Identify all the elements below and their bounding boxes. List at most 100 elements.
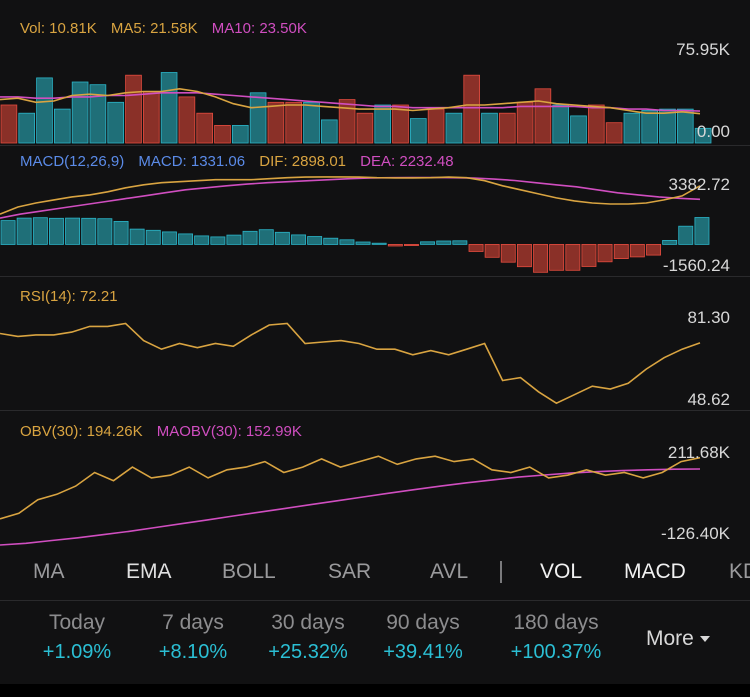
macd-histogram-bar (49, 217, 64, 245)
volume-bar (0, 104, 18, 144)
rsi-panel[interactable]: RSI(14): 72.21 81.30 48.62 (0, 277, 750, 410)
macd-dif-line (0, 176, 701, 215)
period-value: +8.10% (158, 641, 228, 663)
macd-histogram-bar (81, 217, 97, 245)
macd-histogram-bar (0, 220, 16, 245)
macd-axis-top: 3382.72 (668, 175, 730, 194)
macd-histogram-bar (629, 244, 645, 258)
volume-bar (125, 74, 142, 144)
obv-legend: OBV(30): 194.26K MAOBV(30): 152.99K (20, 423, 312, 440)
volume-panel[interactable]: Vol: 10.81K MA5: 21.58K MA10: 23.50K 75.… (0, 0, 750, 145)
obv-line (0, 455, 701, 520)
volume-bar (374, 104, 391, 144)
tab-boll[interactable]: BOLL (222, 560, 276, 583)
maobv-line (0, 468, 701, 546)
tab-sar[interactable]: SAR (328, 560, 372, 583)
volume-bar (516, 101, 534, 144)
tab-ma[interactable]: MA (33, 560, 65, 583)
macd-histogram-bar (129, 228, 145, 245)
period-value: +100.37% (510, 641, 602, 663)
volume-bar (445, 112, 463, 144)
tab-vol[interactable]: VOL (540, 560, 583, 583)
volume-legend: Vol: 10.81K MA5: 21.58K MA10: 23.50K (20, 20, 317, 37)
period-today[interactable]: Today +1.09% (17, 611, 137, 664)
divider (0, 276, 750, 277)
macd-histogram-bar (484, 244, 500, 258)
period-label: Today (48, 611, 106, 634)
vol-axis-top: 75.95K (676, 40, 730, 59)
period-30-days[interactable]: 30 days +25.32% (248, 611, 368, 664)
macd-legend-params: MACD(12,26,9) (20, 153, 125, 170)
macd-panel[interactable]: MACD(12,26,9) MACD: 1331.06 DIF: 2898.01… (0, 146, 750, 276)
macd-histogram-bar (161, 231, 177, 245)
macd-chart (0, 176, 710, 273)
obv-legend-maobv: MAOBV(30): 152.99K (156, 423, 302, 440)
volume-bar (338, 99, 356, 144)
tab-ema[interactable]: EMA (126, 560, 172, 583)
volume-bar (249, 92, 267, 144)
macd-histogram-bar (194, 235, 210, 245)
volume-bar (694, 127, 712, 144)
macd-histogram-bar (387, 244, 403, 247)
macd-histogram-bar (274, 231, 290, 245)
vol-ma10-line (0, 92, 701, 112)
volume-bar (392, 104, 409, 144)
volume-bar (588, 104, 605, 144)
rsi-line (0, 322, 701, 405)
volume-bar (320, 119, 338, 144)
more-button[interactable]: More (646, 627, 710, 651)
period-label: 7 days (162, 611, 224, 634)
volume-bar (534, 88, 552, 144)
period-value: +39.41% (383, 641, 463, 663)
obv-legend-value: OBV(30): 194.26K (20, 423, 143, 440)
period-180-days[interactable]: 180 days +100.37% (496, 611, 616, 664)
macd-histogram-bar (307, 236, 323, 245)
period-7-days[interactable]: 7 days +8.10% (133, 611, 253, 664)
volume-bar (231, 125, 249, 144)
volume-bar (196, 112, 214, 144)
macd-histogram-bar (533, 244, 549, 273)
macd-histogram-bar (323, 237, 339, 245)
macd-histogram-bar (420, 241, 436, 245)
obv-panel[interactable]: OBV(30): 194.26K MAOBV(30): 152.99K 211.… (0, 411, 750, 546)
volume-chart (0, 72, 712, 144)
tab-macd[interactable]: MACD (624, 560, 686, 583)
macd-legend-macd: MACD: 1331.06 (138, 153, 246, 170)
volume-bar (89, 84, 107, 144)
macd-histogram-bar (581, 244, 597, 267)
macd-histogram-bar (258, 229, 274, 245)
macd-histogram-bar (97, 218, 113, 245)
tabs-separator (500, 561, 502, 583)
volume-bar (285, 101, 302, 144)
volume-bar (623, 112, 641, 144)
volume-bar (160, 72, 178, 144)
macd-histogram-bar (355, 241, 371, 245)
macd-histogram-bar (16, 217, 32, 245)
macd-histogram-bar (565, 244, 581, 271)
volume-bar (481, 112, 498, 144)
volume-bar (178, 96, 196, 144)
volume-bar (214, 125, 231, 144)
macd-histogram-bar (226, 234, 242, 245)
volume-bar (605, 122, 623, 144)
volume-bar (427, 108, 445, 144)
tab-kd[interactable]: KD (729, 560, 750, 583)
macd-histogram-bar (694, 217, 710, 245)
vol-legend-value: Vol: 10.81K (20, 20, 97, 37)
home-indicator-bar (0, 684, 750, 697)
volume-bar (107, 101, 125, 144)
vol-legend-ma5: MA5: 21.58K (110, 20, 198, 37)
macd-axis-bottom: -1560.24 (662, 256, 730, 275)
volume-bar (18, 112, 35, 144)
macd-histogram-bar (291, 234, 307, 245)
period-90-days[interactable]: 90 days +39.41% (363, 611, 483, 664)
rsi-chart (0, 322, 701, 405)
tab-avl[interactable]: AVL (430, 560, 469, 583)
indicator-tabs: MA EMA BOLL SAR AVL VOL MACD KD (0, 546, 750, 600)
obv-axis-top: 211.68K (667, 443, 730, 462)
macd-histogram-bar (65, 217, 81, 245)
rsi-axis-top: 81.30 (687, 308, 730, 327)
period-value: +1.09% (42, 641, 112, 663)
volume-bar (71, 81, 89, 144)
volume-bar (570, 115, 587, 144)
